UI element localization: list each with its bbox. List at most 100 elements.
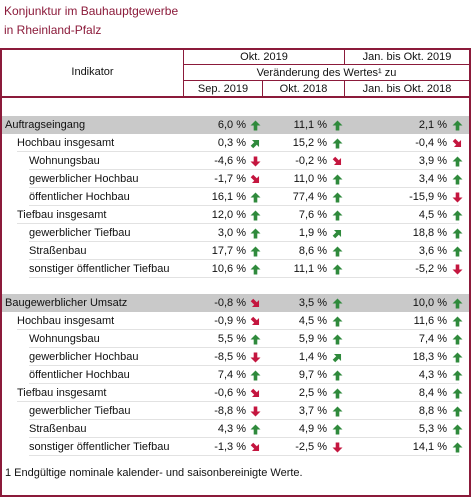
row-label: gewerblicher Hochbau: [29, 173, 139, 185]
value: 17,7 %: [211, 245, 246, 257]
row-label: Straßenbau: [29, 245, 87, 257]
value: -8,8 %: [214, 405, 246, 417]
value: 4,5 %: [418, 209, 447, 221]
row-label: Hochbau insgesamt: [17, 315, 115, 327]
section-bg: [2, 294, 469, 312]
value: 4,9 %: [298, 423, 327, 435]
row-separator: [29, 437, 459, 438]
arrow-shape: [452, 192, 463, 203]
arrow-shape: [250, 246, 261, 257]
value: 8,8 %: [418, 405, 447, 417]
trend-arrow: [332, 316, 343, 327]
arrow-shape: [452, 334, 463, 345]
trend-arrow: [452, 174, 463, 185]
trend-arrow: [452, 424, 463, 435]
footnote: 1 Endgültige nominale kalender- und sais…: [5, 467, 303, 479]
value: -0,9 %: [214, 315, 246, 327]
arrow-shape: [332, 120, 343, 131]
arrow-shape: [250, 228, 261, 239]
row-separator: [29, 383, 459, 384]
arrow-shape: [250, 139, 260, 149]
value: 3,7 %: [298, 405, 327, 417]
arrow-shape: [332, 174, 343, 185]
trend-arrow: [452, 156, 463, 167]
value: 18,8 %: [412, 227, 447, 239]
arrow-shape: [452, 264, 463, 275]
value: 7,4 %: [418, 333, 447, 345]
frame: [0, 495, 471, 497]
trend-arrow: [452, 388, 463, 399]
arrow-shape: [452, 156, 463, 167]
trend-arrow: [452, 120, 463, 131]
value: 9,7 %: [298, 369, 327, 381]
trend-arrow: [452, 264, 463, 275]
value: 2,1 %: [418, 119, 447, 131]
trend-arrow: [250, 316, 260, 326]
arrow-shape: [250, 334, 261, 345]
trend-arrow: [250, 246, 261, 257]
value: 5,9 %: [298, 333, 327, 345]
trend-arrow: [452, 228, 463, 239]
header-compare: Okt. 2018: [279, 83, 328, 95]
arrow-shape: [452, 228, 463, 239]
value: -4,6 %: [214, 155, 246, 167]
trend-arrow: [332, 388, 343, 399]
value: -0,8 %: [214, 297, 246, 309]
trend-arrow: [452, 370, 463, 381]
value: 12,0 %: [211, 209, 246, 221]
arrow-shape: [452, 138, 462, 148]
arrow-shape: [332, 334, 343, 345]
arrow-shape: [452, 370, 463, 381]
arrow-shape: [250, 156, 261, 167]
arrow-shape: [250, 210, 261, 221]
row-separator: [17, 151, 459, 152]
value: 8,6 %: [298, 245, 327, 257]
trend-arrow: [250, 174, 260, 184]
title: in Rheinland-Pfalz: [4, 23, 102, 37]
header-indicator: Indikator: [71, 66, 114, 78]
row-label: Hochbau insgesamt: [17, 137, 115, 149]
row-separator: [29, 205, 459, 206]
arrow-shape: [332, 264, 343, 275]
value: 4,5 %: [298, 315, 327, 327]
arrow-shape: [452, 406, 463, 417]
value: 1,4 %: [298, 351, 327, 363]
trend-arrow: [452, 246, 463, 257]
value: 6,0 %: [217, 119, 246, 131]
title: Konjunktur im Bauhauptgewerbe: [4, 4, 179, 18]
value: 10,0 %: [412, 297, 447, 309]
value: 16,1 %: [211, 191, 246, 203]
value: 15,2 %: [292, 137, 327, 149]
row-separator: [29, 277, 459, 278]
value: 1,9 %: [298, 227, 327, 239]
trend-arrow: [452, 334, 463, 345]
value: 3,9 %: [418, 155, 447, 167]
value: 11,6 %: [413, 315, 447, 327]
trend-arrow: [332, 229, 342, 239]
value: 14,1 %: [412, 441, 447, 453]
trend-arrow: [332, 442, 343, 453]
value: 3,6 %: [418, 245, 447, 257]
header-line: [183, 80, 470, 81]
row-label: gewerblicher Tiefbau: [29, 227, 131, 239]
row-separator: [29, 187, 459, 188]
row-separator: [29, 365, 459, 366]
row-label: öffentlicher Hochbau: [29, 191, 130, 203]
arrow-shape: [250, 424, 261, 435]
arrow-shape: [332, 353, 342, 363]
value: 3,5 %: [298, 297, 327, 309]
trend-arrow: [250, 406, 261, 417]
arrow-shape: [332, 192, 343, 203]
value: 3,0 %: [217, 227, 246, 239]
value: 11,1 %: [293, 119, 327, 131]
trend-arrow: [250, 210, 261, 221]
header-compare: Jan. bis Okt. 2018: [362, 83, 452, 95]
arrow-shape: [332, 406, 343, 417]
arrow-shape: [250, 388, 260, 398]
value: -2,5 %: [295, 441, 327, 453]
arrow-shape: [452, 298, 463, 309]
header-line: [183, 64, 470, 65]
arrow-shape: [250, 370, 261, 381]
arrow-shape: [332, 229, 342, 239]
value: -0,2 %: [295, 155, 327, 167]
